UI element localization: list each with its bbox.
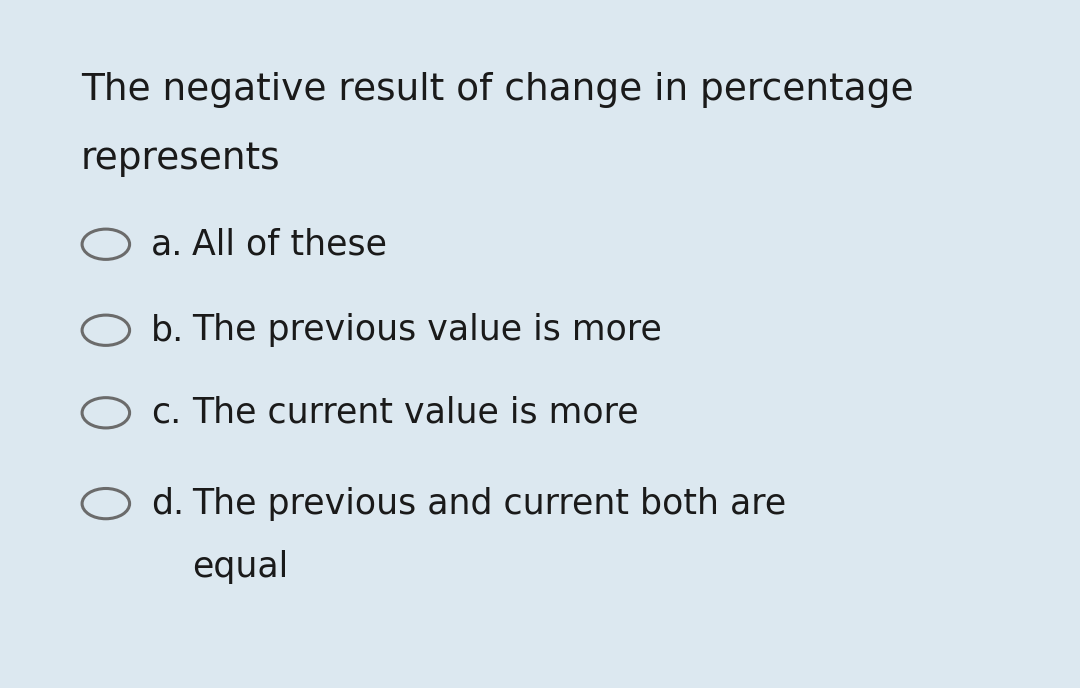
Text: The negative result of change in percentage: The negative result of change in percent… — [81, 72, 914, 108]
Text: The current value is more: The current value is more — [192, 396, 639, 430]
Text: represents: represents — [81, 141, 281, 177]
Text: equal: equal — [192, 550, 288, 584]
Text: All of these: All of these — [192, 227, 388, 261]
Text: d.: d. — [151, 486, 185, 521]
Text: The previous value is more: The previous value is more — [192, 313, 662, 347]
Text: b.: b. — [151, 313, 185, 347]
Text: a.: a. — [151, 227, 184, 261]
Text: The previous and current both are: The previous and current both are — [192, 486, 786, 521]
Text: c.: c. — [151, 396, 181, 430]
